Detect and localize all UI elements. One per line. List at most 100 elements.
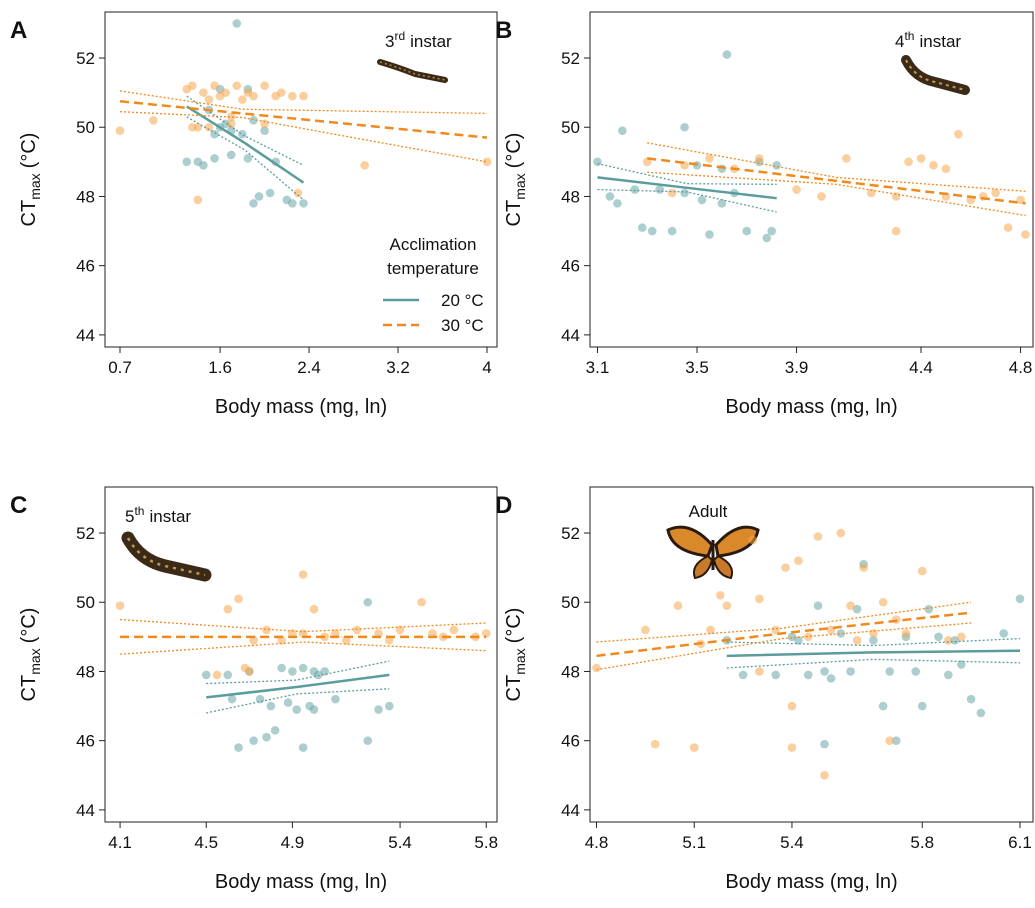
data-point [249, 636, 258, 645]
data-point [755, 594, 764, 604]
panel: C 44 46 48 50 52 4.1 4.5 4.9 5.4 5.8 Body mass (mg,… [10, 486, 498, 893]
x-tick-label: 5.4 [388, 833, 412, 852]
x-tick-label: 4 [482, 358, 491, 377]
data-point [916, 154, 926, 163]
data-point [266, 701, 276, 711]
data-point [115, 126, 125, 136]
confidence-line [119, 90, 488, 115]
legend-label: 30 °C [441, 316, 484, 335]
data-point [605, 192, 615, 201]
confidence-line [596, 622, 972, 671]
data-point [667, 188, 677, 198]
panel: B 44 46 48 50 52 3.1 3.5 3.9 4.4 4.8 Body mass (mg,… [495, 11, 1034, 418]
confidence-line [119, 111, 488, 163]
data-point [836, 629, 846, 638]
data-point [262, 625, 271, 635]
data-point [288, 629, 297, 638]
y-axis-label-part: max [27, 648, 43, 674]
data-point [1015, 594, 1025, 604]
x-tick-label: 4.4 [909, 358, 933, 377]
legend-title: temperature [387, 259, 479, 278]
data-point [917, 566, 927, 576]
x-tick-label: 4.8 [1009, 358, 1033, 377]
data-point [647, 226, 657, 236]
data-point [787, 632, 797, 642]
data-point [199, 88, 208, 97]
data-point [781, 563, 790, 572]
data-point [243, 154, 253, 163]
confidence-line [120, 618, 487, 633]
x-tick-label: 3.2 [386, 358, 410, 377]
data-point [742, 226, 752, 236]
data-point [417, 597, 426, 607]
data-point [717, 199, 727, 208]
data-point [187, 81, 197, 91]
data-point [891, 615, 901, 624]
data-point [792, 185, 801, 194]
data-point [755, 667, 764, 676]
x-axis-label: Body mass (mg, ln) [215, 396, 387, 418]
data-point [270, 725, 280, 735]
data-point [292, 705, 301, 714]
x-tick-label: 5.8 [474, 833, 498, 852]
data-point [655, 185, 664, 194]
data-point [193, 195, 203, 205]
data-point [352, 625, 362, 635]
data-point [954, 129, 963, 139]
data-point [885, 667, 894, 676]
data-point [1021, 230, 1030, 239]
y-axis-label-part: max [512, 648, 528, 674]
data-point [309, 604, 319, 614]
plot-frame [104, 11, 498, 348]
x-tick-label: 3.1 [586, 358, 610, 377]
data-point [650, 739, 660, 749]
data-point [199, 161, 208, 170]
data-point [673, 601, 683, 611]
y-axis-label: CTmax (°C) [18, 608, 43, 702]
data-point [482, 157, 492, 167]
data-point [976, 708, 986, 718]
data-point [260, 81, 269, 91]
data-point [115, 601, 125, 611]
data-point [991, 188, 1000, 198]
data-point [1016, 195, 1025, 205]
data-point [878, 597, 888, 607]
data-point [794, 556, 803, 566]
data-point [852, 636, 862, 645]
data-point [592, 663, 601, 673]
x-axis-label: Body mass (mg, ln) [725, 396, 897, 418]
annotation-part: instar [149, 507, 191, 526]
data-point [941, 164, 951, 174]
data-point [223, 604, 233, 614]
confidence-line [597, 188, 777, 213]
data-point [210, 154, 219, 163]
y-axis-label-part: (°C) [18, 133, 40, 169]
y-axis-label-part: CT [18, 675, 40, 702]
data-point [245, 667, 254, 676]
data-point [866, 188, 876, 198]
data-point [226, 150, 236, 160]
data-point [878, 701, 888, 711]
annotation-part: instar [410, 32, 452, 51]
data-point [201, 670, 211, 680]
data-point [641, 625, 650, 635]
data-point [298, 570, 308, 579]
caterpillar-icon [377, 59, 448, 83]
y-axis-label-part: CT [503, 675, 525, 702]
x-tick-label: 4.1 [108, 833, 132, 852]
data-point [385, 636, 394, 645]
y-tick-label: 52 [76, 49, 95, 68]
y-axis-label-part: max [27, 173, 43, 199]
data-point [767, 226, 776, 236]
data-point [299, 199, 308, 208]
data-point [813, 532, 823, 541]
data-point [924, 604, 934, 614]
data-point [846, 667, 855, 676]
confidence-line [726, 637, 1021, 647]
data-point [298, 743, 308, 752]
data-point [929, 161, 938, 170]
fit-line [596, 611, 972, 658]
data-point [385, 701, 394, 711]
annotation: Adult [689, 502, 728, 521]
x-tick-label: 5.4 [780, 833, 804, 852]
